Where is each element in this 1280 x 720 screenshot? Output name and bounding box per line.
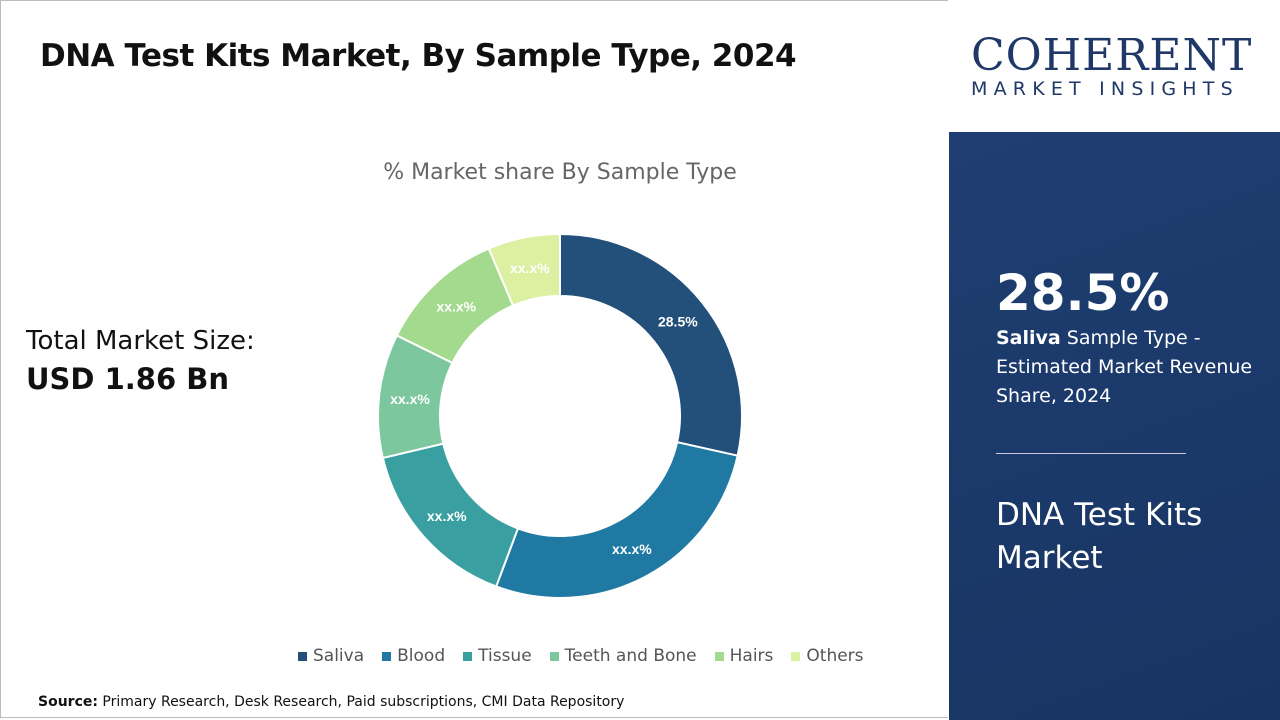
donut-chart: 28.5% xx.x% xx.x% xx.x% xx.x% xx.x% <box>377 232 743 599</box>
slice-others <box>487 232 561 307</box>
legend-label: Tissue <box>478 646 532 666</box>
legend-swatch <box>463 651 473 661</box>
total-market-value: USD 1.86 Bn <box>26 362 229 396</box>
logo-sub-text: MARKET INSIGHTS <box>971 78 1239 100</box>
legend-swatch <box>549 651 559 661</box>
data-label: xx.x% <box>390 391 430 407</box>
legend-swatch <box>791 651 801 661</box>
total-market-label: Total Market Size: <box>26 326 255 356</box>
highlight-segment: Saliva <box>996 327 1061 349</box>
page-title: DNA Test Kits Market, By Sample Type, 20… <box>40 38 797 74</box>
source-note: Source: Primary Research, Desk Research,… <box>38 694 624 710</box>
highlight-description: Saliva Sample Type - Estimated Market Re… <box>996 324 1256 411</box>
legend-item: Saliva <box>298 646 364 666</box>
legend-label: Others <box>806 646 864 666</box>
chart-title: % Market share By Sample Type <box>383 160 737 185</box>
data-label: xx.x% <box>427 508 467 524</box>
legend-item: Teeth and Bone <box>549 646 697 666</box>
highlight-value: 28.5% <box>996 264 1170 322</box>
legend-label: Teeth and Bone <box>564 646 697 666</box>
legend-item: Tissue <box>463 646 532 666</box>
legend-item: Hairs <box>714 646 774 666</box>
legend-label: Blood <box>397 646 446 666</box>
legend-swatch <box>298 651 307 661</box>
legend-label: Saliva <box>313 646 365 666</box>
data-label: xx.x% <box>510 260 550 276</box>
data-label: xx.x% <box>436 298 476 314</box>
market-name: DNA Test Kits Market <box>996 497 1203 576</box>
legend-swatch <box>714 651 724 661</box>
logo-main-text: COHERENT <box>971 30 1253 81</box>
divider <box>996 453 1186 454</box>
chart-frame <box>0 0 948 718</box>
data-label: xx.x% <box>612 541 652 557</box>
data-label: 28.5% <box>658 314 698 330</box>
slice-blood <box>494 440 739 599</box>
legend-swatch <box>382 651 392 661</box>
source-label: Source: <box>38 694 98 710</box>
highlight-desc-text: Sample Type - Estimated Market Revenue S… <box>996 327 1253 407</box>
legend-item: Others <box>791 646 864 666</box>
slice-saliva <box>559 232 743 457</box>
highlight-panel: 28.5% Saliva Sample Type - Estimated Mar… <box>949 132 1280 720</box>
source-text: Primary Research, Desk Research, Paid su… <box>97 694 625 710</box>
legend-item: Blood <box>382 646 445 666</box>
legend: Saliva Blood Tissue Teeth and Bone Hairs Othe… <box>298 646 864 666</box>
legend-label: Hairs <box>729 646 774 666</box>
logo: COHERENT MARKET INSIGHTS <box>949 0 1280 132</box>
